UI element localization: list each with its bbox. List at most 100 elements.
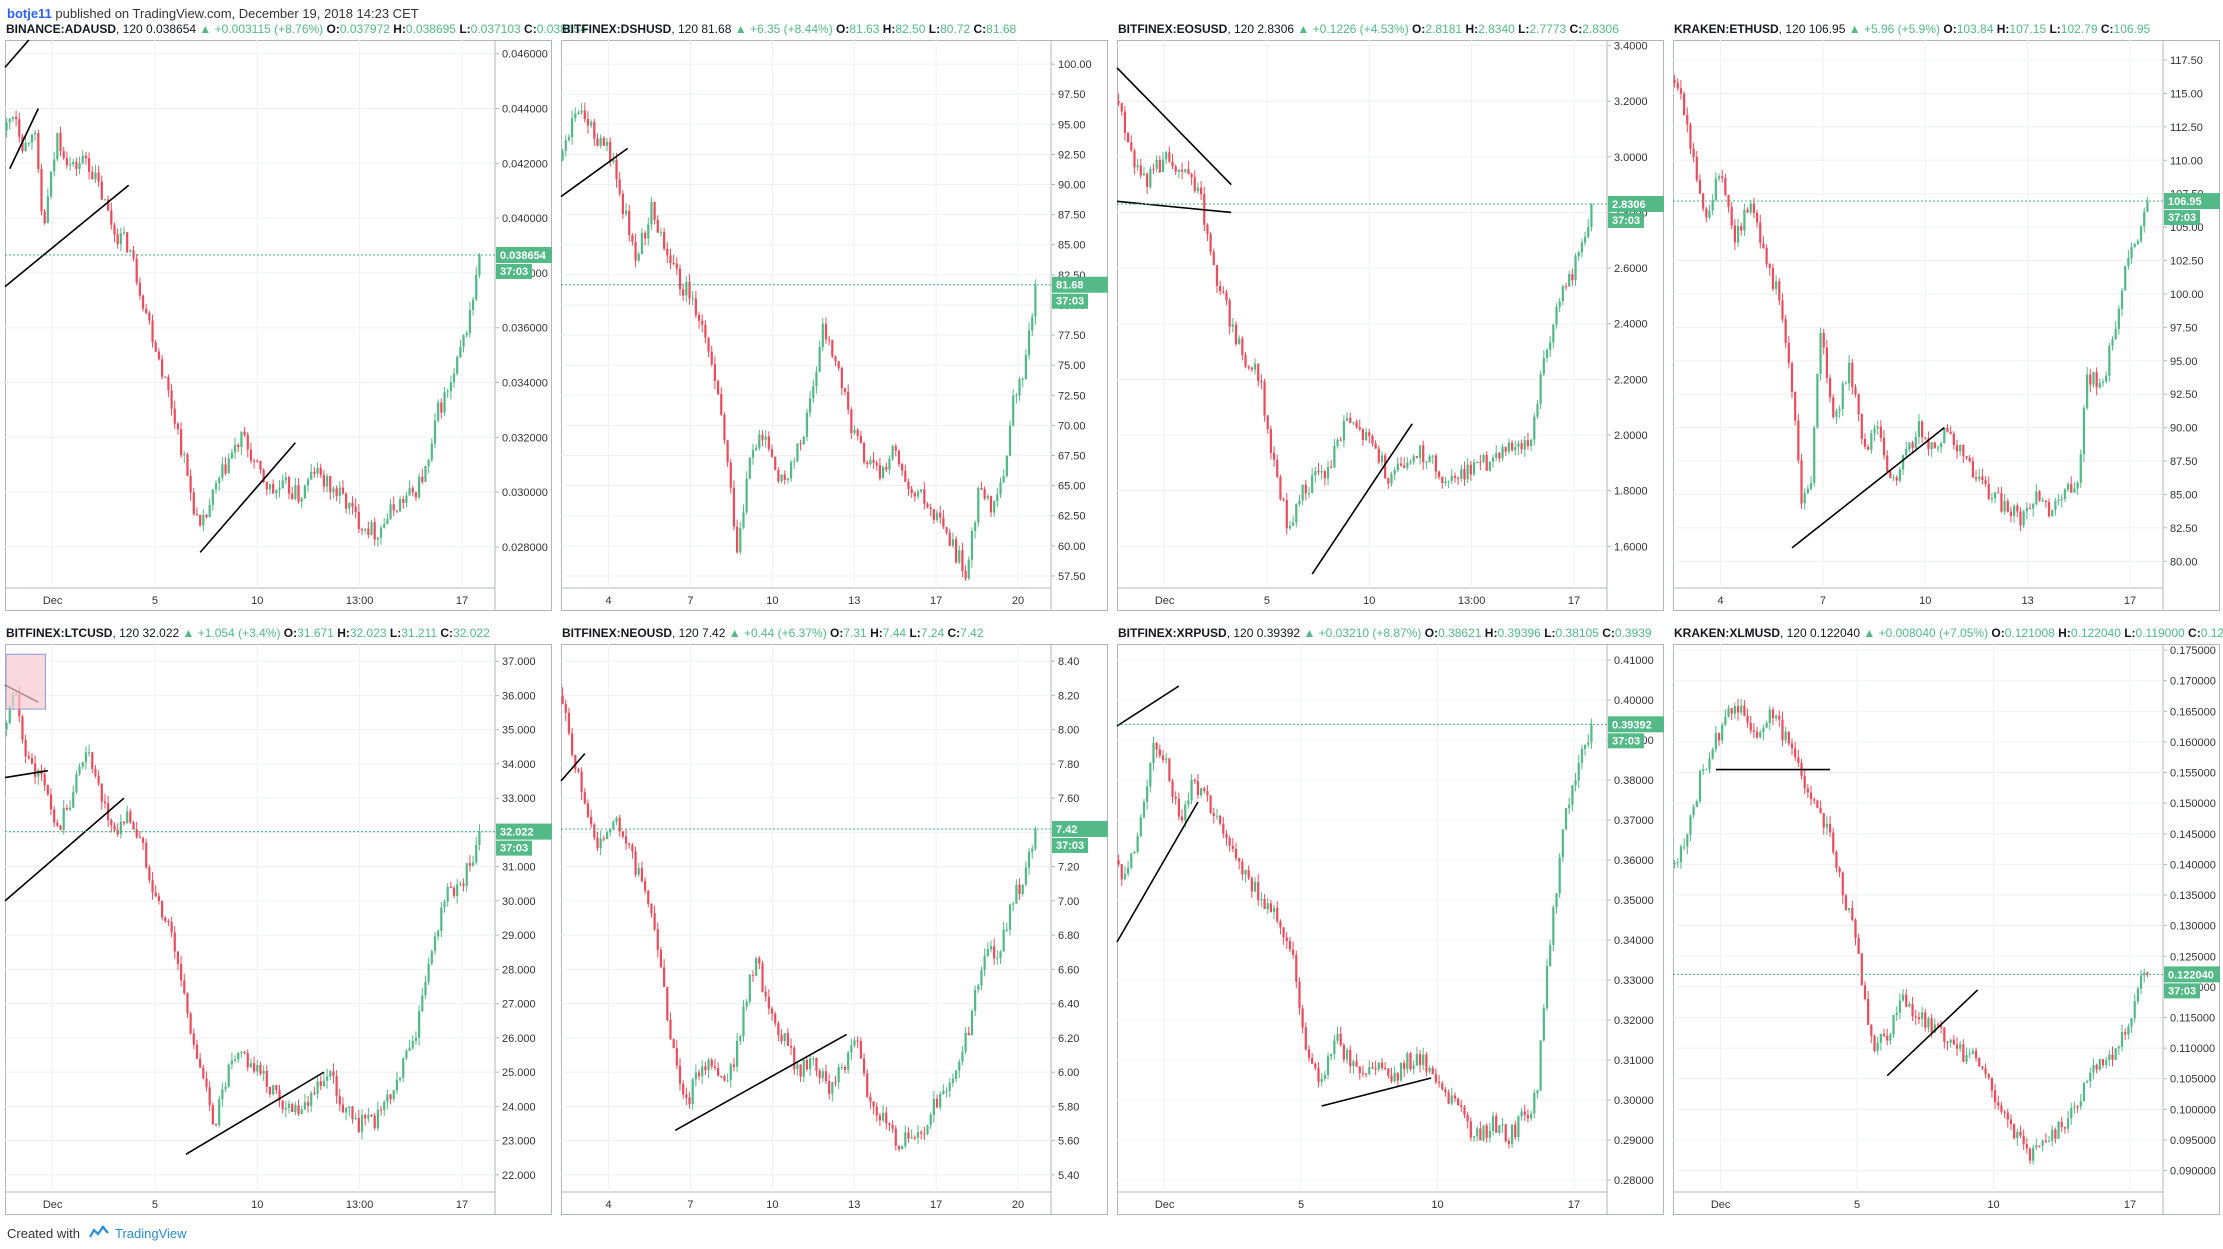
low-value: 31.211 bbox=[401, 626, 440, 640]
candle-up bbox=[2117, 305, 2120, 335]
candle-down bbox=[942, 509, 945, 530]
candle-body bbox=[1587, 227, 1590, 237]
candle-body bbox=[65, 158, 68, 166]
candle-body bbox=[138, 282, 141, 296]
candle-down bbox=[1368, 428, 1371, 444]
candle-down bbox=[1174, 791, 1177, 805]
candle-up bbox=[691, 1077, 694, 1111]
candle-down bbox=[913, 491, 916, 502]
x-tick-label: 7 bbox=[1820, 595, 1826, 607]
candle-body bbox=[1876, 426, 1879, 429]
chart-panel-kraken-xlmusd[interactable]: KRAKEN:XLMUSD, 120 0.122040 ▲ +0.008040 … bbox=[1673, 626, 2223, 1215]
trendline[interactable] bbox=[199, 442, 296, 553]
candle-body bbox=[631, 844, 634, 852]
candle-up bbox=[2070, 1102, 2073, 1125]
candle-down bbox=[2028, 1147, 2032, 1164]
candle-body bbox=[1476, 1128, 1479, 1137]
candle-body bbox=[2098, 1059, 2101, 1070]
chart-panel-bitfinex-dshusd[interactable]: BITFINEX:DSHUSD, 120 81.68 ▲ +6.35 (+8.4… bbox=[560, 22, 1108, 611]
candle-up bbox=[459, 339, 462, 359]
trendline[interactable] bbox=[1116, 67, 1232, 186]
candle-down bbox=[1860, 952, 1863, 986]
candle-body bbox=[1390, 1075, 1393, 1082]
highlight-rectangle[interactable] bbox=[5, 653, 46, 710]
candle-down bbox=[682, 283, 685, 301]
trendline[interactable] bbox=[4, 769, 48, 779]
chart-panel-bitfinex-ltcusd[interactable]: BITFINEX:LTCUSD, 120 32.022 ▲ +1.054 (+3… bbox=[4, 626, 552, 1215]
candle-down bbox=[1139, 158, 1142, 179]
trendline[interactable] bbox=[4, 797, 125, 902]
candle-body bbox=[786, 1033, 790, 1046]
candle-body bbox=[783, 474, 786, 480]
trendline[interactable] bbox=[4, 39, 30, 68]
trendline[interactable] bbox=[1116, 685, 1180, 727]
candle-body bbox=[218, 1099, 221, 1125]
chart-panel-bitfinex-eosusd[interactable]: BITFINEX:EOSUSD, 120 2.8306 ▲ +0.1226 (+… bbox=[1116, 22, 1664, 611]
trendline[interactable] bbox=[560, 147, 629, 198]
trendline[interactable] bbox=[1321, 1077, 1432, 1107]
candle-body bbox=[640, 867, 644, 882]
trendline[interactable] bbox=[1791, 426, 1945, 549]
trendline[interactable] bbox=[1311, 423, 1413, 575]
tradingview-logo-icon[interactable] bbox=[88, 1224, 110, 1245]
candle-down bbox=[1479, 454, 1482, 471]
tradingview-brand[interactable]: TradingView bbox=[115, 1226, 187, 1241]
candle-down bbox=[567, 707, 571, 736]
chart-panel-bitfinex-xrpusd[interactable]: BITFINEX:XRPUSD, 120 0.39392 ▲ +0.03210 … bbox=[1116, 626, 1664, 1215]
trendline[interactable] bbox=[4, 184, 130, 288]
candle-up bbox=[1142, 798, 1146, 820]
candle-body bbox=[329, 475, 332, 493]
trendline[interactable] bbox=[9, 108, 40, 170]
candle-up bbox=[202, 509, 205, 532]
close-key: C: bbox=[524, 22, 537, 36]
trendline[interactable] bbox=[1886, 989, 1979, 1077]
candle-body bbox=[1526, 440, 1530, 447]
candle-down bbox=[964, 565, 967, 581]
candle-up bbox=[211, 489, 214, 511]
chart-panel-bitfinex-neousd[interactable]: BITFINEX:NEOUSD, 120 7.42 ▲ +0.44 (+6.37… bbox=[560, 626, 1108, 1215]
candle-body bbox=[1263, 381, 1266, 416]
trendline[interactable] bbox=[560, 753, 586, 782]
candle-body bbox=[1952, 433, 1955, 445]
candle-body bbox=[1743, 209, 1746, 231]
candle-up bbox=[958, 545, 961, 564]
candle-body bbox=[1501, 1124, 1504, 1126]
candle-body bbox=[736, 1040, 739, 1067]
trendline[interactable] bbox=[1116, 801, 1199, 943]
candle-up bbox=[325, 1068, 329, 1089]
chart-panel-kraken-ethusd[interactable]: KRAKEN:ETHUSD, 120 106.95 ▲ +5.96 (+5.9%… bbox=[1673, 22, 2220, 611]
candle-down bbox=[828, 335, 831, 346]
candle-body bbox=[1711, 200, 1714, 211]
candle-up bbox=[2133, 242, 2136, 249]
y-tick-label: 8.00 bbox=[1058, 725, 1079, 737]
candle-body bbox=[1507, 1141, 1511, 1144]
candle-down bbox=[1857, 393, 1860, 422]
candle-body bbox=[808, 398, 812, 413]
candle-body bbox=[1444, 481, 1447, 484]
trendline[interactable] bbox=[185, 1071, 325, 1156]
candle-down bbox=[1682, 91, 1686, 116]
candle-body bbox=[669, 255, 672, 263]
candle-down bbox=[669, 1012, 672, 1040]
candle-body bbox=[1174, 166, 1177, 172]
candle-body bbox=[310, 1092, 313, 1106]
candle-up bbox=[256, 1059, 259, 1076]
trendline[interactable] bbox=[674, 1033, 847, 1132]
trendline[interactable] bbox=[1116, 200, 1232, 214]
candle-down bbox=[815, 1057, 818, 1077]
candle-body bbox=[367, 1114, 370, 1119]
chart-panel-binance-adausd[interactable]: BINANCE:ADAUSD, 120 0.038654 ▲ +0.003115… bbox=[4, 22, 587, 611]
close-value: 7.42 bbox=[960, 626, 984, 640]
candle-down bbox=[27, 751, 30, 760]
candle-up bbox=[1901, 988, 1905, 1002]
y-tick-label: 70.00 bbox=[1058, 420, 1086, 432]
candle-up bbox=[208, 498, 211, 518]
author-name[interactable]: botje11 bbox=[7, 6, 52, 21]
candle-body bbox=[980, 488, 983, 490]
candle-body bbox=[609, 141, 612, 162]
candle-up bbox=[49, 171, 53, 200]
candle-down bbox=[1171, 778, 1174, 804]
close-key: C: bbox=[2101, 22, 2114, 36]
low-key: L: bbox=[459, 22, 470, 36]
candle-down bbox=[1968, 454, 1971, 463]
